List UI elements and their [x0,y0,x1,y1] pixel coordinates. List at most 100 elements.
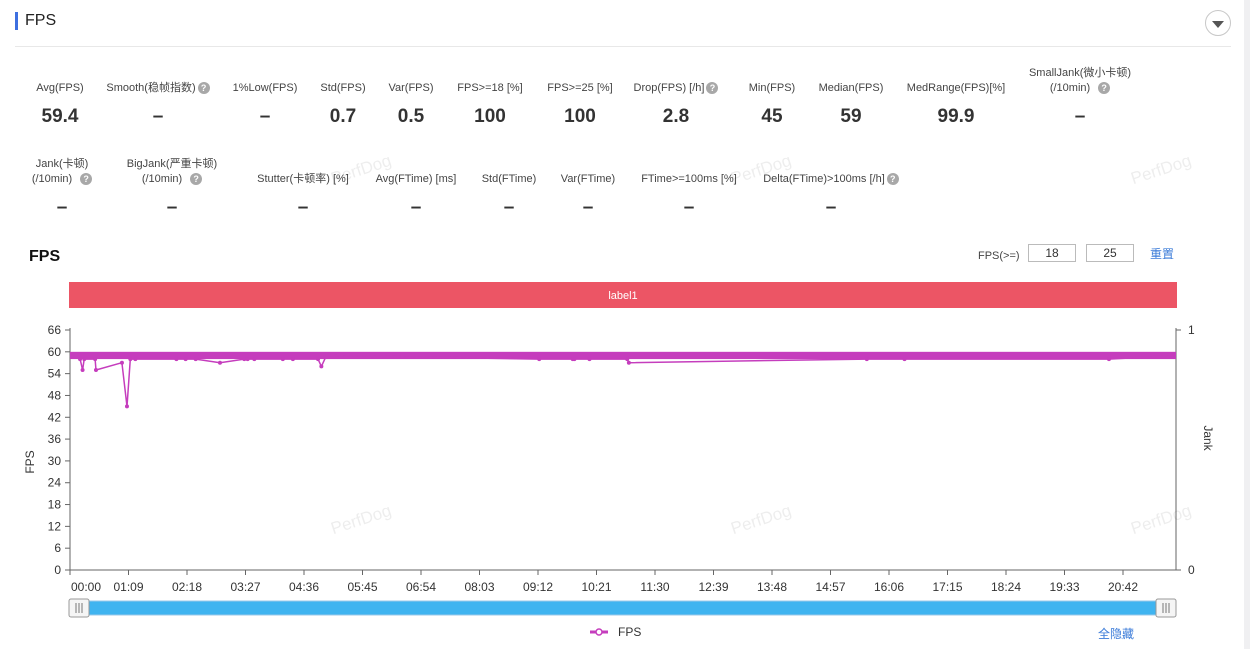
fps-threshold-input-1[interactable] [1028,244,1076,262]
legend-item-fps[interactable]: FPS [590,625,641,639]
metric-metrics_row2-2: Stutter(卡顿率) [%] – [213,172,393,219]
fps-data-point[interactable] [93,357,98,362]
metric-label: Jank(卡顿) [35,158,89,170]
metric-metrics_row2-6: FTime>=100ms [%] – [599,172,779,219]
fps-data-point[interactable] [193,357,198,362]
y-tick-label: 24 [48,476,62,490]
metric-label: FTime>=100ms [%] [641,173,737,185]
x-tick-label: 12:39 [698,580,728,594]
y-tick-label: 66 [48,323,62,337]
metric-metrics_row1-7: Drop(FPS) [/h]? 2.8 [586,81,766,128]
fps-series[interactable] [69,351,1177,409]
fps-data-point[interactable] [587,357,592,362]
legend-line-icon [590,628,608,636]
time-range-slider[interactable] [68,598,1177,618]
reset-button[interactable]: 重置 [1150,247,1175,261]
fps-data-point[interactable] [319,364,324,369]
fps-data-point[interactable] [290,357,295,362]
metric-metrics_row2-0: Jank(卡顿) (/10min)? – [0,157,152,219]
fps-data-point[interactable] [93,368,98,372]
y-tick-label: 30 [48,454,62,468]
help-icon[interactable]: ? [886,173,899,186]
x-tick-label: 11:30 [640,580,669,594]
fps-data-point[interactable] [82,357,87,362]
fps-data-point[interactable] [174,357,179,362]
fps-data-point[interactable] [78,357,83,362]
metric-value: – [166,197,178,218]
fps-data-point[interactable] [133,357,138,362]
metric-metrics_row1-3: Std(FPS) 0.7 [253,81,433,128]
metric-label: FPS>=25 [%] [547,82,613,94]
metric-value: – [259,106,271,127]
metric-value: 99.9 [937,106,975,127]
fps-series-band[interactable] [70,351,1176,360]
fps-data-point[interactable] [572,357,577,362]
fps-data-point[interactable] [128,357,133,362]
metric-value: 0.5 [397,106,425,127]
x-tick-label: 00:00 [71,580,101,594]
right-edge [1244,0,1250,649]
metric-value: – [582,197,594,218]
metric-label: Var(FTime) [560,173,616,185]
metric-label: Min(FPS) [748,82,796,94]
label-band[interactable]: label1 [69,282,1177,308]
x-tick-label: 08:03 [464,580,494,594]
metric-value: 100 [474,106,506,127]
fps-series-line[interactable] [69,354,1177,407]
fps-data-point[interactable] [626,360,631,365]
fps-data-point[interactable] [316,357,321,362]
help-icon[interactable]: ? [706,82,719,95]
panel-header: FPS [15,10,1231,47]
y-tick-label: 48 [48,388,62,402]
label-band-rect[interactable] [69,282,1177,308]
metric-label-unit: (/10min)? [82,172,262,187]
metric-value: 100 [564,106,596,127]
fps-data-point[interactable] [1106,357,1111,362]
fps-data-point[interactable] [625,357,630,362]
y2-axis-title: Jank [1201,425,1215,451]
metric-metrics_row1-8: Min(FPS) 45 [682,81,862,128]
metric-metrics_row2-1: BigJank(严重卡顿) (/10min)? – [82,157,262,219]
metric-label: Delta(FTime)>100ms [/h]? [741,172,921,187]
y2-tick-label: 0 [1188,563,1195,577]
metric-metrics_row1-11: SmallJank(微小卡顿) (/10min)? – [990,66,1170,128]
metric-label: Smooth(稳帧指数)? [68,81,248,96]
y-tick-label: 42 [48,410,62,424]
x-tick-label: 05:45 [347,580,377,594]
fps-data-point[interactable] [902,357,907,362]
metric-label: Stutter(卡顿率) [%] [257,173,349,185]
help-icon[interactable]: ? [190,173,203,186]
metric-value: – [825,197,837,218]
fps-data-point[interactable] [252,357,257,362]
hide-all-button[interactable]: 全隐藏 [1098,627,1135,641]
metric-value: – [503,197,515,218]
x-tick-label: 10:21 [581,580,611,594]
help-icon[interactable]: ? [1098,82,1111,95]
fps-threshold-input-2[interactable] [1086,244,1134,262]
help-icon[interactable]: ? [80,173,93,186]
fps-data-point[interactable] [119,360,124,365]
metric-metrics_row1-2: 1%Low(FPS) – [175,81,355,128]
label-band-text: label1 [608,290,637,302]
legend-label: FPS [618,625,642,639]
metric-metrics_row2-3: Avg(FTime) [ms] – [326,172,506,219]
metric-value: – [1074,106,1086,127]
fps-data-point[interactable] [245,357,250,362]
help-icon[interactable]: ? [197,82,210,95]
metric-metrics_row1-4: Var(FPS) 0.5 [321,81,501,128]
fps-data-point[interactable] [242,357,247,362]
slider-track[interactable] [69,600,1177,616]
fps-data-point[interactable] [864,357,869,362]
fps-data-point[interactable] [80,368,85,372]
fps-data-point[interactable] [124,404,129,409]
fps-data-point[interactable] [217,360,222,365]
fps-data-point[interactable] [537,357,542,362]
x-tick-label: 02:18 [172,580,202,594]
fps-data-point[interactable] [280,357,285,362]
fps-data-point[interactable] [183,357,188,362]
x-tick-label: 18:24 [991,580,1021,594]
metric-value: 45 [761,106,783,127]
y-tick-label: 36 [48,432,62,446]
chevron-down-icon[interactable] [1205,10,1231,36]
